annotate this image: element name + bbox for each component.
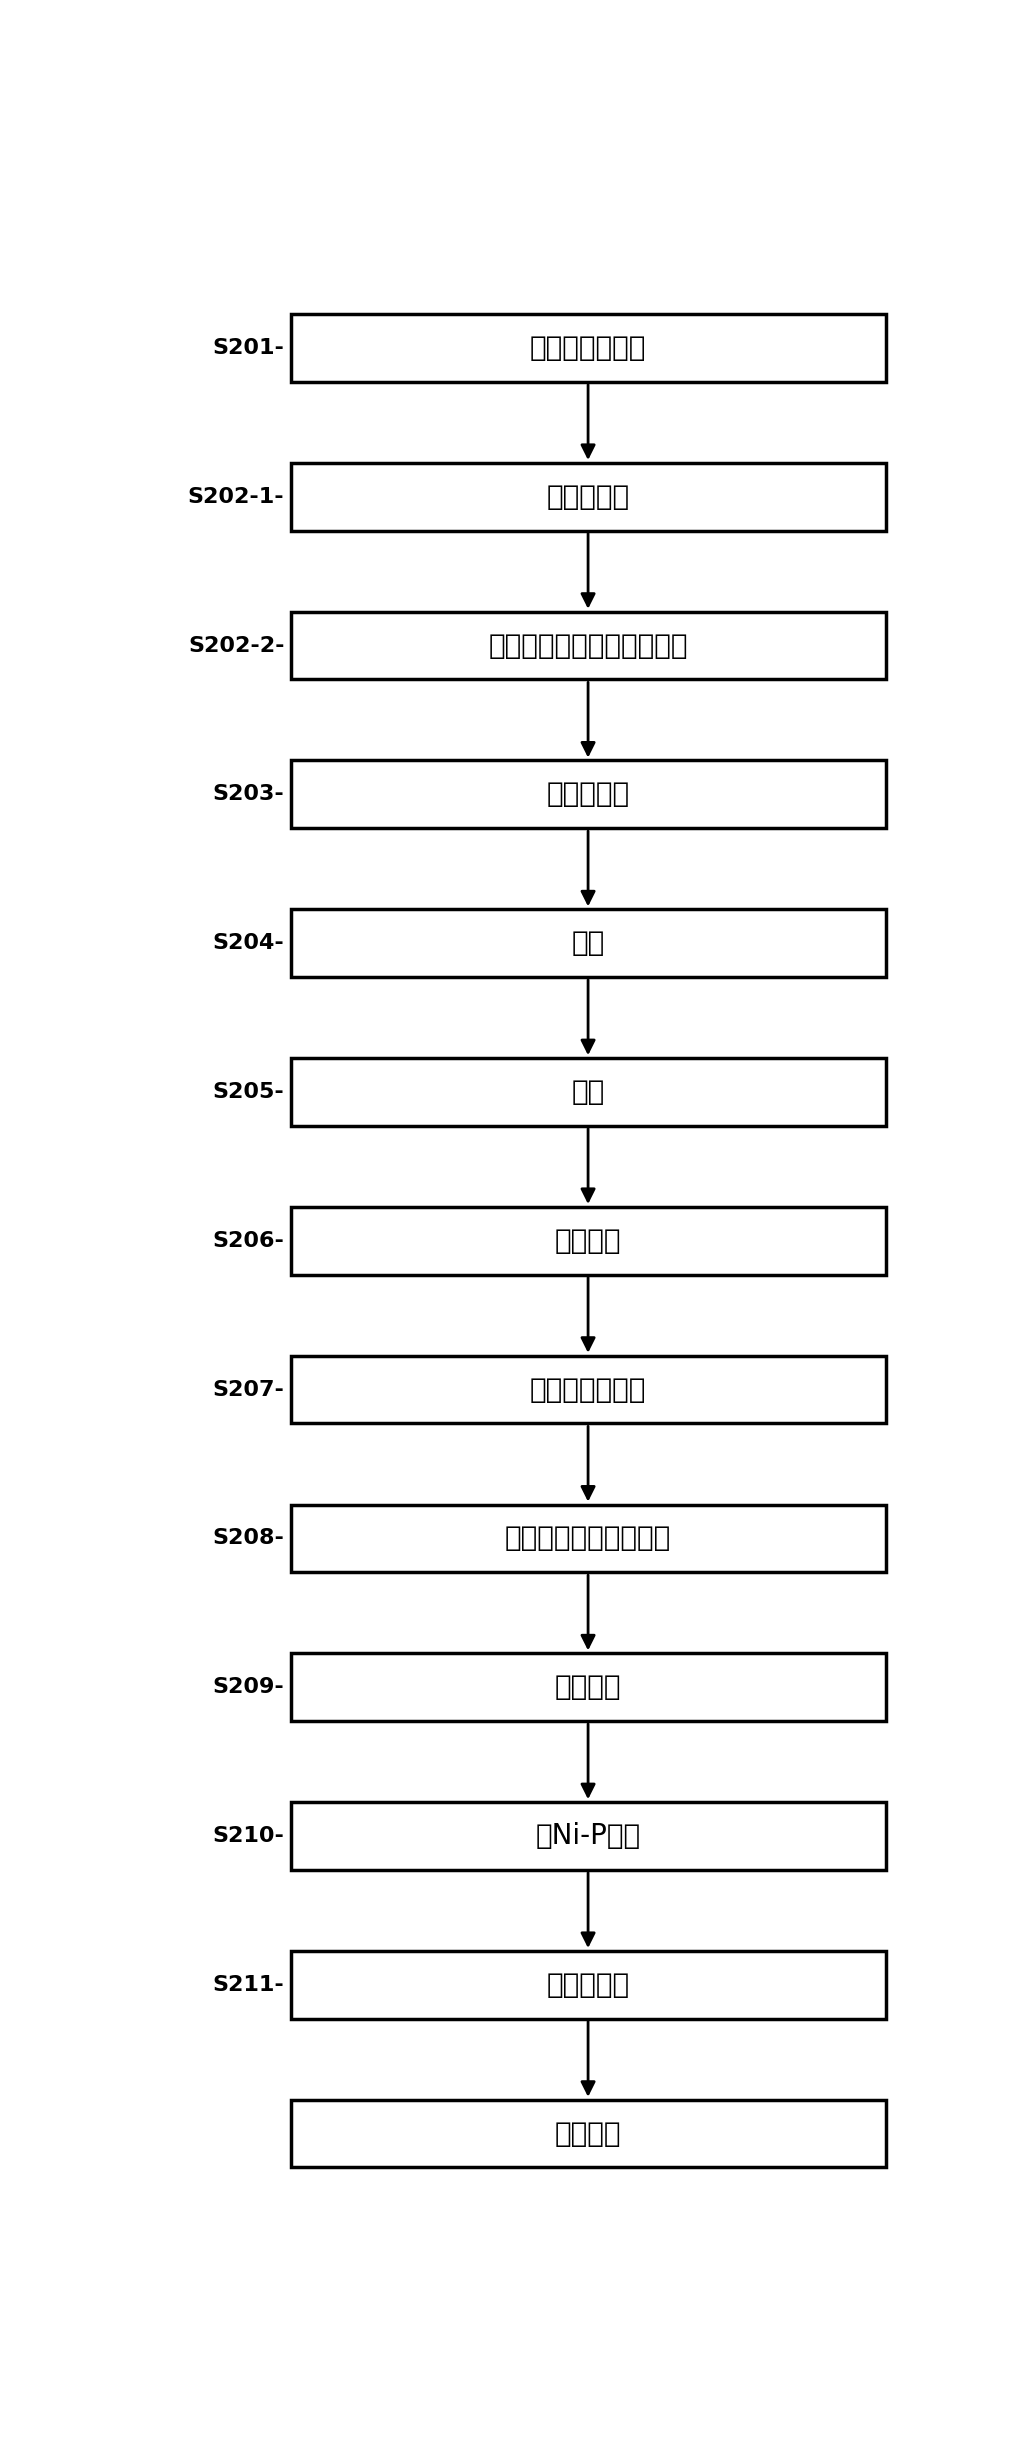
Text: S202-1-: S202-1- [188,486,285,506]
Text: 镀Ni-P处理: 镀Ni-P处理 [535,1823,640,1850]
Bar [291,909,886,978]
Text: S209-: S209- [213,1678,285,1698]
Text: S210-: S210- [212,1826,285,1845]
Text: S205-: S205- [213,1081,285,1103]
Bar [291,1801,886,1870]
Text: S202-2-: S202-2- [188,636,285,656]
Bar [291,1206,886,1275]
Text: 加压平坦化处理: 加压平坦化处理 [530,1376,646,1403]
Bar [291,2101,886,2167]
Bar [291,1951,886,2020]
Bar [291,762,886,828]
Text: S211-: S211- [213,1975,285,1995]
Text: S206-: S206- [212,1231,285,1251]
Text: 制作包覆材料用的合成材料: 制作包覆材料用的合成材料 [488,631,688,658]
Bar [291,1654,886,1720]
Bar [291,314,886,381]
Text: 浸锥处理: 浸锥处理 [554,1673,621,1700]
Text: 均质化处理: 均质化处理 [546,781,629,808]
Text: 调整铝合金成分: 调整铝合金成分 [530,334,646,361]
Bar [291,462,886,531]
Text: 铸造铝合金: 铸造铝合金 [546,482,629,511]
Bar [291,612,886,681]
Text: S204-: S204- [213,934,285,953]
Text: 制作磁盘用铝合金基板: 制作磁盘用铝合金基板 [505,1523,672,1553]
Bar [291,1504,886,1572]
Text: 附着磁性体: 附着磁性体 [546,1971,629,2000]
Text: 制作盘坯: 制作盘坯 [554,1226,621,1256]
Text: S203-: S203- [213,784,285,803]
Bar [291,1059,886,1125]
Text: 热轧: 热轧 [572,929,605,958]
Text: 冷轧: 冷轧 [572,1079,605,1106]
Bar [291,1356,886,1423]
Text: 制成磁盘: 制成磁盘 [554,2120,621,2147]
Text: S208-: S208- [212,1528,285,1548]
Text: S207-: S207- [212,1378,285,1400]
Text: S201-: S201- [212,339,285,359]
